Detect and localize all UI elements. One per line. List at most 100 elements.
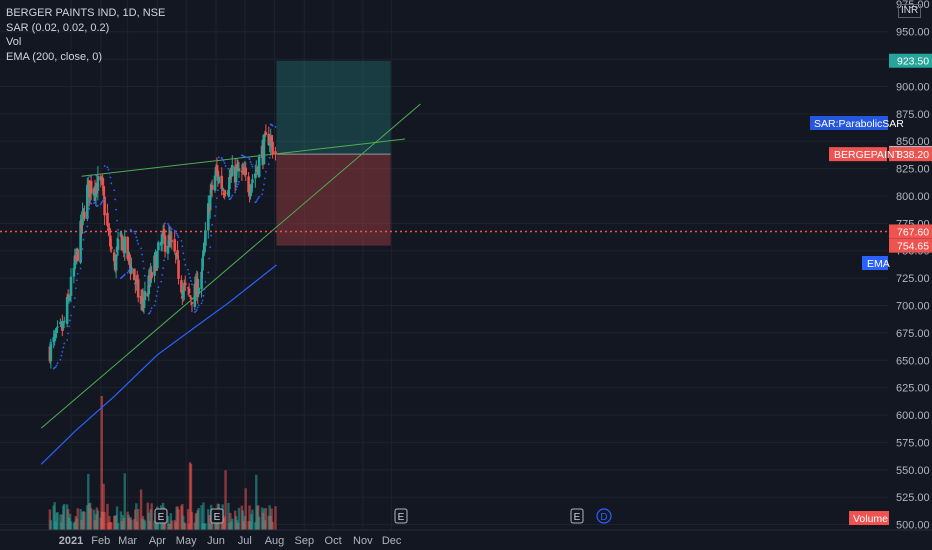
sar-dot: [80, 256, 83, 259]
sar-dot: [160, 280, 163, 283]
trendlines[interactable]: [0, 103, 888, 429]
candle-body: [134, 282, 137, 285]
sar-dot: [108, 172, 111, 175]
candle-body: [153, 255, 156, 276]
candle-body: [224, 192, 227, 194]
time-axis[interactable]: 2021 Feb Mar Apr May Jun Jul Aug Sep Oct Nov Dec: [0, 529, 932, 547]
sar-dot: [231, 194, 234, 197]
time-tick-label: Nov: [353, 535, 373, 547]
sar-dot: [268, 156, 271, 159]
candle-body: [188, 295, 192, 297]
volume-bar-spike: [100, 396, 103, 530]
time-tick-label: 2021: [59, 535, 83, 547]
sar-dot: [55, 364, 58, 367]
candle-body: [170, 240, 174, 242]
sar-dot: [141, 253, 143, 256]
price-tag-target-label: 923.50: [897, 56, 929, 68]
sar-dot: [79, 267, 82, 270]
candle-body: [135, 277, 139, 279]
sar-dot: [155, 295, 158, 297]
candle-body: [254, 173, 257, 179]
volume-bar: [177, 509, 180, 530]
candle-body: [263, 133, 267, 137]
volume-bar: [69, 521, 73, 530]
legend-sar[interactable]: SAR (0.02, 0.02, 0.2): [6, 21, 110, 34]
time-tick-label: Apr: [149, 535, 166, 547]
candle-body: [102, 185, 105, 196]
sar-dot: [197, 304, 200, 307]
target-zone: [276, 60, 391, 155]
parabolic-sar-dots: [49, 123, 277, 370]
position-zones[interactable]: [276, 60, 391, 246]
earnings-marker: [394, 508, 408, 524]
price-tick-label: 875.00: [896, 109, 930, 121]
sar-dot: [136, 239, 139, 242]
volume-bar: [92, 509, 96, 530]
legend-symbol-title[interactable]: BERGER PAINTS IND, 1D, NSE: [6, 7, 166, 19]
candle-body: [208, 195, 212, 211]
candle-body: [112, 252, 116, 262]
sar-dot: [135, 236, 138, 239]
volume-bar: [166, 516, 170, 530]
price-tag-stop-label: 754.65: [897, 241, 929, 253]
stop-zone: [276, 154, 391, 246]
volume-bar: [262, 508, 266, 530]
volume-bar: [231, 518, 234, 530]
sar-dot: [264, 177, 266, 180]
sar-dot: [176, 234, 179, 237]
volume-bar: [139, 489, 143, 530]
sar-dot: [210, 234, 213, 237]
earnings-marker-label: E: [158, 512, 165, 523]
volume-bar: [87, 473, 90, 530]
sar-dot: [127, 270, 130, 272]
sar-dot: [190, 280, 192, 282]
sar-dot: [196, 306, 199, 309]
sar-dot: [146, 280, 149, 283]
candle-body: [81, 211, 84, 226]
price-tick-label: 575.00: [896, 437, 930, 449]
price-axis[interactable]: 950.00925.00900.00875.00850.00825.00800.…: [896, 0, 930, 532]
candle-body: [213, 175, 217, 191]
time-tick-label: Sep: [294, 535, 314, 547]
price-tick-label: 600.00: [896, 410, 930, 422]
sar-dot: [249, 160, 252, 163]
sar-dot: [250, 163, 253, 166]
candle-body: [56, 326, 59, 328]
candle-body: [101, 177, 104, 185]
sar-dot: [102, 198, 105, 201]
currency-label[interactable]: INR: [898, 4, 922, 18]
volume-bar: [186, 509, 190, 530]
volume-bar: [53, 502, 56, 530]
price-tick-label: 675.00: [896, 328, 930, 340]
volume-bar: [270, 508, 273, 530]
volume-bar: [244, 488, 247, 530]
volume-bar: [202, 502, 205, 530]
sar-dot: [49, 342, 52, 345]
sar-dot: [137, 242, 140, 245]
candle-body: [150, 271, 153, 278]
volume-bar: [49, 520, 53, 530]
volume-bar: [257, 516, 261, 530]
sar-dot: [208, 257, 211, 260]
volume-bar: [96, 510, 100, 530]
sar-dot: [235, 188, 238, 191]
candle-body: [163, 235, 167, 252]
candle-body: [52, 336, 56, 342]
sar-dot: [123, 273, 126, 276]
candle-body: [134, 279, 138, 283]
legend-ema[interactable]: EMA (200, close, 0): [6, 50, 102, 63]
candle-body: [69, 276, 73, 296]
candle-body: [123, 236, 127, 254]
volume-bar: [227, 502, 230, 530]
candle-body: [167, 234, 171, 248]
sar-dot: [174, 230, 177, 233]
candle-body: [109, 235, 112, 247]
candle-body: [202, 250, 205, 257]
candle-body: [82, 208, 85, 213]
volume-bar: [119, 511, 123, 530]
legend-vol[interactable]: Vol: [6, 36, 22, 48]
sar-dot: [262, 188, 264, 191]
earnings-marker: [210, 508, 224, 524]
